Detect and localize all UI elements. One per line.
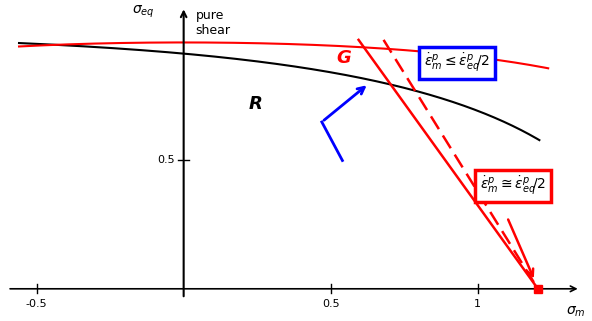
Text: $\sigma_m$: $\sigma_m$ bbox=[566, 304, 585, 319]
Text: $\dot{\varepsilon}_m^p \cong \dot{\varepsilon}_{eq}^p\!/2$: $\dot{\varepsilon}_m^p \cong \dot{\varep… bbox=[480, 175, 546, 197]
Text: $\sigma_{eq}$: $\sigma_{eq}$ bbox=[131, 4, 155, 20]
Text: pure
shear: pure shear bbox=[195, 9, 230, 37]
Text: 0.5: 0.5 bbox=[322, 299, 339, 309]
Text: $\dot{\varepsilon}_m^p \leq \dot{\varepsilon}_{eq}^p\!/2$: $\dot{\varepsilon}_m^p \leq \dot{\vareps… bbox=[424, 52, 490, 74]
Text: 0.5: 0.5 bbox=[157, 155, 175, 166]
Text: 1: 1 bbox=[474, 299, 481, 309]
Text: G: G bbox=[336, 49, 351, 67]
Text: R: R bbox=[248, 95, 262, 113]
Text: -0.5: -0.5 bbox=[26, 299, 47, 309]
